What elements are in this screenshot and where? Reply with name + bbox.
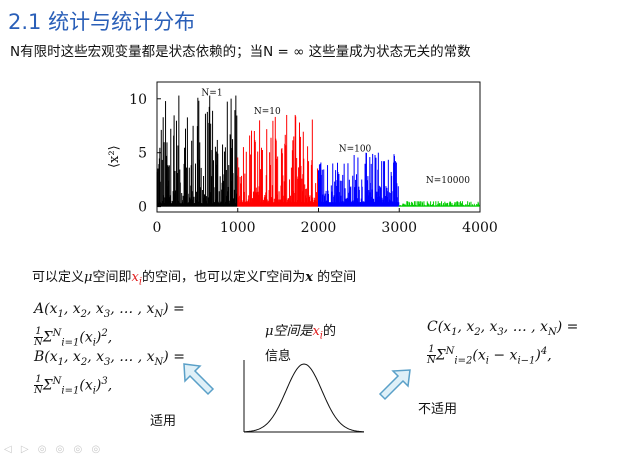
definition-text-b: 空间即 bbox=[92, 270, 132, 285]
y-tick-label: 0 bbox=[138, 200, 147, 216]
series-annotation: N=100 bbox=[339, 145, 372, 155]
x-tick-label: 4000 bbox=[462, 220, 498, 236]
slide-toolbar-icons[interactable]: ◁ ▷ ◎ ◎ ◎ ◎ bbox=[4, 444, 104, 455]
definition-line: 可以定义μ空间即xi的空间，也可以定义Γ空间为x 的空间 bbox=[32, 266, 356, 288]
x-tick-label: 3000 bbox=[381, 220, 417, 236]
arrow-up-right-icon bbox=[378, 369, 411, 401]
definition-text-a: 可以定义 bbox=[32, 270, 85, 285]
series-n-100 bbox=[318, 152, 400, 207]
x-tick-label: 2000 bbox=[301, 220, 337, 236]
formula-a: A(x1, x2, x3, … , xN) = 1 N ΣNi=1(xi)2, bbox=[34, 301, 185, 349]
x-tick-label: 0 bbox=[153, 220, 162, 236]
formula-c: C(x1, x2, x3, … , xN) = 1 N ΣNi=2(xi − xi−… bbox=[427, 319, 579, 367]
x-tick-label: 1000 bbox=[220, 220, 256, 236]
xi-symbol: xi bbox=[131, 270, 143, 288]
not-applies-label: 不适用 bbox=[418, 402, 458, 417]
subtitle: N有限时这些宏观变量都是状态依赖的；当N = ∞ 这些量成为状态无关的常数 bbox=[10, 44, 471, 60]
y-tick-label: 5 bbox=[138, 146, 147, 162]
series-n-10 bbox=[237, 114, 319, 207]
chart-axes: 0 1000 2000 3000 4000 0 5 10 ⟨x²⟩ bbox=[107, 81, 498, 236]
mu-space-label: μ空间是xi的 信息 bbox=[265, 324, 337, 364]
y-tick-label: 10 bbox=[129, 92, 147, 108]
gaussian-diagram bbox=[243, 360, 364, 433]
chart-labels: N=1 N=10 N=100 N=10000 bbox=[201, 89, 470, 186]
x-vector-symbol: x bbox=[305, 270, 314, 285]
series-annotation: N=10 bbox=[254, 107, 281, 117]
series-n-10000 bbox=[398, 201, 481, 207]
page-title: 2.1 统计与统计分布 bbox=[8, 10, 196, 34]
formula-b: B(x1, x2, x3, … , xN) = 1 N ΣNi=1(xi)3, bbox=[34, 349, 185, 397]
definition-text-c: 的空间，也可以定义Γ空间为 bbox=[142, 270, 306, 285]
series-annotation: N=10000 bbox=[426, 176, 470, 186]
applies-label: 适用 bbox=[150, 414, 177, 429]
mu-symbol: μ bbox=[84, 270, 93, 285]
series-annotation: N=1 bbox=[201, 89, 222, 99]
y-axis-label: ⟨x²⟩ bbox=[107, 145, 122, 168]
series-n-1 bbox=[156, 95, 238, 207]
definition-text-d: 的空间 bbox=[313, 270, 357, 285]
arrow-up-left-icon bbox=[183, 363, 215, 396]
chart-series bbox=[156, 95, 481, 207]
